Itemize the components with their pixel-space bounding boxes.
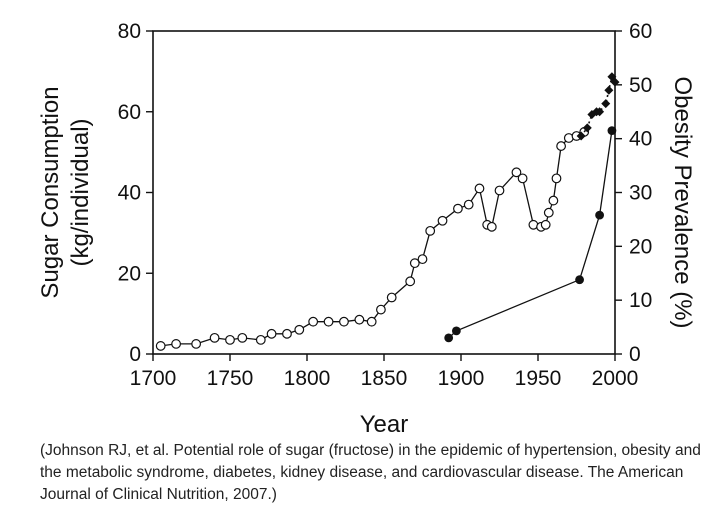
sugar-consumption-point	[225, 334, 235, 345]
sugar-consumption-point	[517, 173, 528, 184]
obesity-diamond-point	[582, 123, 592, 133]
sugar-consumption-point	[543, 207, 554, 218]
sugar-consumption-point	[155, 341, 166, 351]
y-left-axis-title: Sugar Consumption (kg/individual)	[37, 86, 94, 298]
sugar-consumption-point	[551, 173, 562, 184]
series-1-line	[580, 74, 616, 137]
y-left-tick-label: 0	[129, 343, 141, 366]
sugar-consumption-point	[556, 141, 566, 151]
y-right-tick-label: 60	[629, 20, 652, 43]
sugar-consumption-point	[294, 324, 305, 335]
sugar-consumption-point	[282, 328, 292, 339]
y-right-tick-label: 30	[629, 182, 652, 205]
obesity-diamond-point	[576, 131, 586, 141]
sugar-consumption-point	[511, 167, 522, 178]
x-tick-label: 1800	[284, 367, 331, 390]
obesity-circle-point	[444, 333, 454, 343]
sugar-consumption-point	[548, 195, 559, 206]
sugar-consumption-point	[209, 332, 220, 343]
y-left-axis-title-line: Sugar Consumption	[37, 86, 64, 298]
sugar-consumption-point	[540, 219, 551, 230]
sugar-consumption-point	[486, 221, 497, 232]
sugar-consumption-point	[405, 276, 416, 287]
sugar-consumption-point	[386, 292, 397, 303]
x-tick-label: 1750	[207, 367, 254, 390]
dual-axis-line-chart: 1700 1750 1800 1850 1900 1950 2000020406080010…	[37, 20, 696, 438]
obesity-diamond-point	[610, 77, 620, 87]
y-right-tick-label: 20	[629, 235, 652, 258]
obesity-diamond-point	[601, 99, 611, 109]
sugar-consumption-point	[308, 316, 319, 327]
sugar-consumption-point	[376, 304, 386, 315]
x-axis-title: Year	[360, 411, 409, 438]
sugar-consumption-point	[171, 339, 182, 349]
y-right-tick-label: 10	[629, 289, 652, 312]
sugar-consumption-point	[366, 316, 377, 327]
x-tick-label: 1950	[515, 367, 562, 390]
x-tick-label: 1900	[438, 367, 485, 390]
obesity-circle-point	[595, 210, 604, 220]
obesity-circle-point	[451, 326, 461, 336]
y-left-axis-title-line: (kg/individual)	[67, 118, 94, 266]
series-2-line	[448, 130, 613, 339]
obesity-diamond-point	[595, 107, 605, 117]
x-tick-label: 1850	[361, 367, 408, 390]
y-right-tick-label: 40	[629, 128, 652, 151]
sugar-consumption-point	[417, 254, 428, 265]
sugar-consumption-point	[453, 203, 463, 214]
sugar-consumption-point	[266, 328, 277, 339]
sugar-consumption-point	[437, 215, 448, 226]
series-0-line	[160, 131, 585, 347]
sugar-consumption-point	[474, 183, 485, 194]
sugar-consumption-point	[255, 334, 266, 345]
y-right-tick-label: 0	[629, 343, 641, 366]
y-left-tick-label: 60	[118, 101, 141, 124]
obesity-circle-point	[607, 126, 617, 135]
y-right-axis-title: Obesity Prevalence (%)	[669, 76, 696, 328]
sugar-consumption-point	[425, 225, 436, 236]
y-left-tick-label: 40	[118, 182, 141, 205]
y-left-tick-label: 20	[118, 262, 141, 285]
sugar-consumption-point	[354, 314, 365, 325]
x-tick-label: 2000	[592, 367, 639, 390]
y-left-tick-label: 80	[118, 20, 141, 43]
sugar-consumption-point	[409, 258, 420, 269]
sugar-consumption-point	[494, 185, 505, 196]
obesity-diamond-point	[604, 85, 614, 95]
y-right-tick-label: 50	[629, 74, 652, 97]
sugar-consumption-point	[463, 199, 474, 210]
source-caption: (Johnson RJ, et al. Potential role of su…	[40, 442, 701, 503]
sugar-consumption-point	[323, 316, 334, 327]
x-tick-label: 1700	[130, 367, 177, 390]
sugar-consumption-point	[237, 332, 248, 343]
sugar-consumption-point	[339, 316, 349, 327]
obesity-circle-point	[575, 275, 584, 285]
sugar-consumption-point	[191, 339, 202, 349]
